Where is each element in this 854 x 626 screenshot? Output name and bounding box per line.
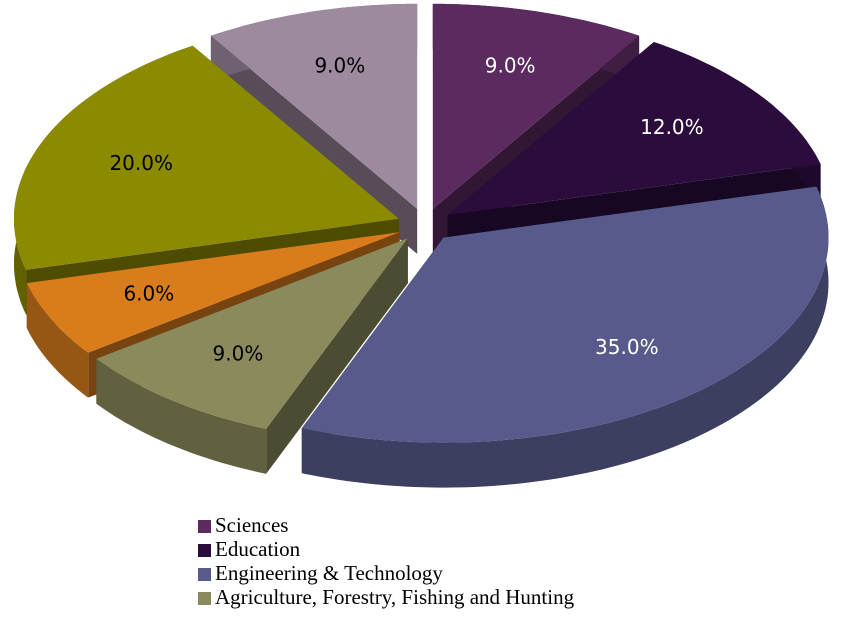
data-label: 9.0%: [485, 54, 536, 78]
slice-top: [301, 186, 829, 443]
slice-top: [96, 238, 408, 429]
slice-side: [266, 238, 408, 474]
slice-wall: [96, 358, 267, 474]
data-label: 9.0%: [213, 341, 264, 365]
legend-swatch: [198, 520, 211, 533]
data-label: 12.0%: [640, 115, 704, 139]
legend-label: Agriculture, Forestry, Fishing and Hunti…: [215, 585, 575, 609]
legend-swatch: [198, 544, 211, 557]
slice-top: [447, 42, 821, 216]
slice: [301, 186, 829, 488]
legend-label: Engineering & Technology: [215, 561, 443, 585]
legend-swatch: [198, 568, 211, 581]
data-label: 6.0%: [123, 281, 174, 305]
slice-wall: [301, 186, 829, 488]
legend-swatch: [198, 592, 211, 605]
slice: [96, 238, 408, 474]
legend-label: Sciences: [215, 513, 288, 537]
data-label: 20.0%: [109, 151, 173, 175]
slice-top: [210, 3, 418, 209]
slice-top: [432, 3, 640, 209]
data-label: 9.0%: [314, 54, 365, 78]
slice-top: [14, 45, 399, 270]
legend-label: Education: [215, 537, 301, 561]
data-label: 35.0%: [595, 335, 659, 359]
slice-wall: [26, 283, 89, 398]
slice-top: [26, 232, 400, 353]
